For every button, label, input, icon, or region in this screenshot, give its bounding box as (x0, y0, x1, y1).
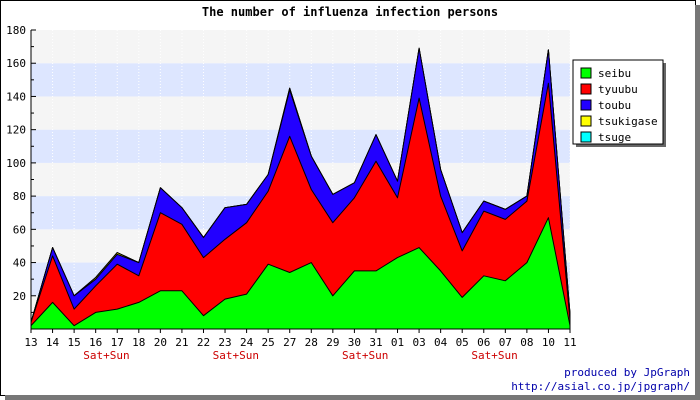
weekend-label: Sat+Sun (471, 349, 517, 362)
footer-url[interactable]: http://asial.co.jp/jpgraph/ (511, 380, 690, 393)
legend-label-tyuubu: tyuubu (598, 83, 638, 96)
y-axis-ticks: 20 40 60 80 100 120 140 160 180 (6, 24, 36, 313)
x-tick-label: 30 (348, 336, 361, 349)
y-tick-label: 140 (6, 90, 26, 103)
x-tick-label: 24 (240, 336, 254, 349)
weekend-label: Sat+Sun (213, 349, 259, 362)
footer-produced-by[interactable]: produced by JpGraph (564, 366, 690, 379)
x-tick-label: 04 (434, 336, 448, 349)
y-tick-label: 80 (13, 190, 26, 203)
legend-label-tsuge: tsuge (598, 131, 631, 144)
x-tick-label: 27 (283, 336, 296, 349)
legend: seibu tyuubu toubu tsukigase tsuge (572, 59, 666, 147)
grid-band (31, 30, 570, 64)
stacked-areas (30, 47, 571, 330)
x-tick-label: 25 (262, 336, 275, 349)
y-tick-label: 160 (6, 57, 26, 70)
x-tick-label: 11 (563, 336, 576, 349)
x-tick-label: 20 (154, 336, 167, 349)
y-tick-label: 120 (6, 124, 26, 137)
x-tick-label: 08 (520, 336, 533, 349)
y-tick-label: 180 (6, 24, 26, 37)
x-tick-label: 23 (218, 336, 231, 349)
x-tick-label: 14 (46, 336, 60, 349)
x-tick-label: 17 (111, 336, 124, 349)
frame-shadow-bottom (5, 395, 700, 400)
x-tick-label: 18 (132, 336, 145, 349)
x-tick-label: 03 (412, 336, 425, 349)
legend-label-toubu: toubu (598, 99, 631, 112)
legend-swatch-tsukigase (580, 115, 592, 127)
x-tick-label: 05 (456, 336, 469, 349)
chart-title: The number of influenza infection person… (202, 5, 498, 19)
x-tick-label: 29 (326, 336, 339, 349)
x-tick-label: 16 (89, 336, 102, 349)
x-tick-label: 15 (67, 336, 80, 349)
y-tick-label: 60 (13, 223, 26, 236)
weekend-label: Sat+Sun (83, 349, 129, 362)
frame-shadow-right (695, 5, 700, 400)
x-tick-label: 31 (369, 336, 382, 349)
weekend-label: Sat+Sun (342, 349, 388, 362)
legend-label-seibu: seibu (598, 67, 631, 80)
grid-band (31, 63, 570, 97)
legend-swatch-seibu (580, 67, 592, 79)
x-tick-label: 07 (499, 336, 512, 349)
x-tick-label: 01 (391, 336, 404, 349)
x-axis-ticks: 13 14 15 16 17 18 20 21 22 23 24 25 27 28 29 30 31 01 03 04… (24, 329, 577, 362)
x-tick-label: 10 (542, 336, 555, 349)
legend-swatch-toubu (580, 99, 592, 111)
area-seibu (30, 217, 571, 330)
x-tick-label: 21 (175, 336, 188, 349)
y-tick-label: 40 (13, 257, 26, 270)
legend-swatch-tsuge (580, 131, 592, 143)
x-tick-label: 22 (197, 336, 210, 349)
x-tick-label: 06 (477, 336, 490, 349)
y-tick-label: 100 (6, 157, 26, 170)
y-tick-label: 20 (13, 290, 26, 303)
x-tick-label: 28 (305, 336, 318, 349)
legend-label-tsukigase: tsukigase (598, 115, 658, 128)
legend-swatch-tyuubu (580, 83, 592, 95)
x-tick-label: 13 (24, 336, 37, 349)
